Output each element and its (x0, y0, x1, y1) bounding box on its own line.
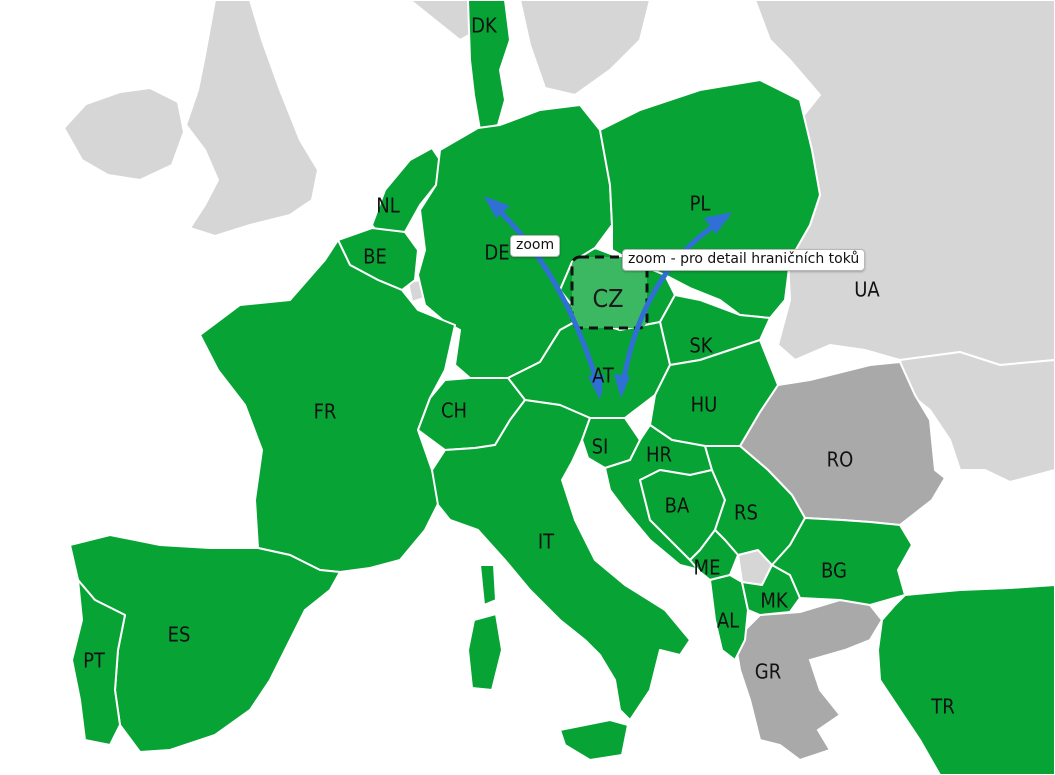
arrow-heads (484, 196, 732, 400)
country-sicily (559, 719, 629, 761)
zoom-tooltip-right[interactable]: zoom - pro detail hraničních toků (622, 249, 866, 271)
highlighted-non-members (733, 360, 947, 762)
country-ie (62, 86, 186, 182)
country-se-south (518, 0, 652, 97)
label-sk: SK (689, 334, 713, 358)
label-de: DE (484, 241, 509, 265)
label-ch: CH (441, 399, 467, 423)
label-si: SI (592, 435, 609, 459)
arrow-left-line (487, 199, 603, 395)
country-rs (704, 445, 806, 566)
zoom-tooltip-left[interactable]: zoom (510, 235, 561, 257)
arrow-head-at-left (588, 374, 604, 400)
label-at: AT (592, 364, 615, 388)
label-cz: CZ (592, 284, 623, 313)
arrow-head-pl (704, 212, 732, 234)
country-al (709, 574, 749, 661)
country-me (689, 529, 739, 581)
label-hu: HU (691, 393, 718, 417)
country-ua-south (898, 350, 1055, 484)
label-it: IT (538, 530, 555, 554)
country-uk (184, 0, 320, 238)
arrow-right-line (619, 215, 729, 393)
country-tr (877, 584, 1055, 775)
country-corsica (479, 564, 497, 606)
label-fr: FR (314, 400, 337, 424)
label-nl: NL (376, 194, 399, 218)
label-me: ME (694, 556, 721, 580)
country-it (431, 399, 691, 721)
label-be: BE (363, 245, 387, 269)
label-hr: HR (646, 443, 672, 467)
label-pl: PL (690, 192, 711, 216)
country-dk (467, 0, 511, 131)
country-bg (771, 517, 913, 606)
label-ro: RO (827, 448, 854, 472)
label-ua: UA (854, 278, 880, 302)
zoom-arrows (487, 199, 729, 395)
country-pt (71, 579, 126, 746)
non-member-countries (62, 0, 1055, 587)
label-es: ES (168, 623, 191, 647)
arrow-head-de (484, 196, 510, 218)
label-al: AL (717, 609, 739, 633)
cz-selection-box[interactable] (570, 255, 649, 330)
label-ba: BA (665, 494, 690, 518)
label-tr: TR (930, 695, 955, 719)
label-bg: BG (821, 559, 847, 583)
country-sardinia (467, 613, 503, 691)
label-dk: DK (471, 14, 498, 38)
label-pt: PT (83, 649, 106, 673)
label-rs: RS (734, 501, 758, 525)
label-mk: MK (760, 589, 789, 613)
country-labels: DK NL BE DE PL CZ UA SK AT HU FR CH SI H… (83, 14, 955, 719)
arrow-head-at-right (614, 374, 630, 398)
label-gr: GR (755, 660, 781, 684)
